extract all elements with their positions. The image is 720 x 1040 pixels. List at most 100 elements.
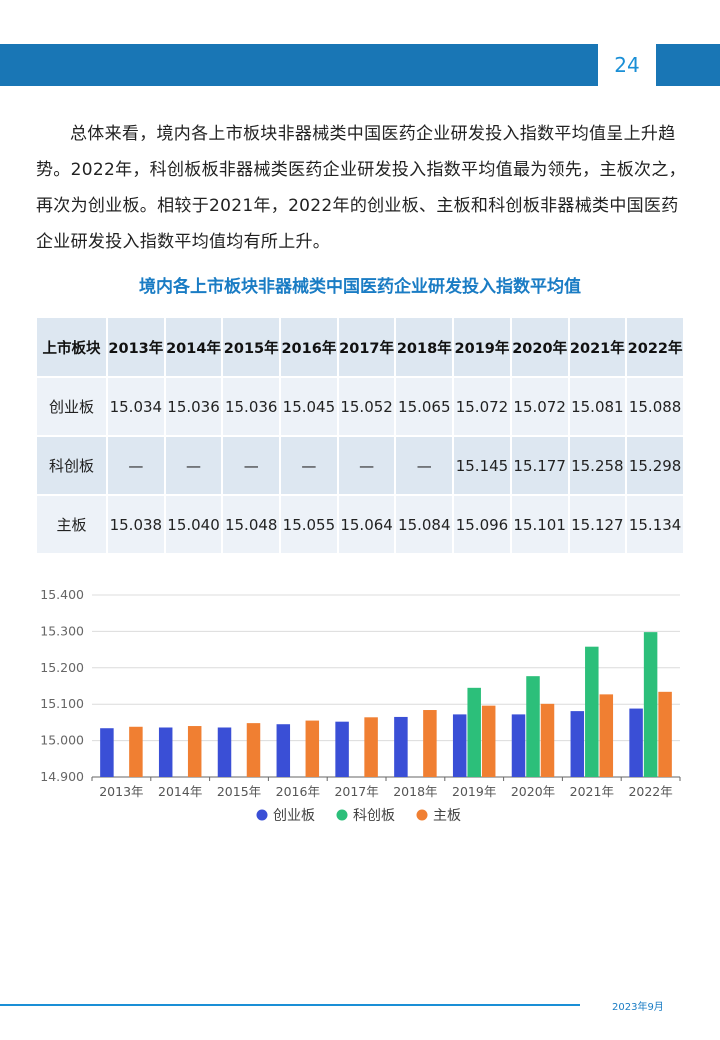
- table-cell: 15.101: [511, 496, 568, 553]
- table-cell: 15.258: [569, 437, 626, 494]
- table-cell: 15.084: [396, 496, 453, 553]
- table-cell: 15.048: [223, 496, 280, 553]
- x-tick-label: 2013年: [99, 784, 143, 799]
- y-tick-label: 15.100: [40, 696, 84, 711]
- table-cell: 创业板: [37, 378, 106, 435]
- header-cell: 2014年: [165, 318, 222, 376]
- page-number: 24: [598, 40, 656, 90]
- table-cell: 15.072: [511, 378, 568, 435]
- table-cell: 15.065: [396, 378, 453, 435]
- bar-0-0: [100, 728, 114, 777]
- legend-marker: [416, 809, 428, 821]
- table-cell: —: [223, 437, 280, 494]
- table-cell: —: [108, 437, 164, 494]
- table-cell: —: [165, 437, 222, 494]
- table-cell: —: [338, 437, 395, 494]
- bar-1-7: [526, 676, 540, 777]
- x-tick-label: 2017年: [334, 784, 378, 799]
- table-row: 科创板 — — — — — — 15.145 15.177 15.258 15.…: [37, 437, 683, 494]
- footer-line: [0, 1004, 580, 1006]
- table-cell: 15.034: [108, 378, 164, 435]
- y-tick-label: 15.300: [40, 623, 84, 638]
- bar-1-8: [585, 646, 599, 777]
- footer-date: 2023年9月: [612, 1002, 664, 1013]
- bar-0-1: [158, 727, 173, 777]
- header-cell: 2018年: [396, 318, 453, 376]
- bar-2-7: [540, 703, 555, 777]
- table-cell: 15.038: [108, 496, 164, 553]
- table-cell: 科创板: [37, 437, 106, 494]
- table-cell: 15.036: [165, 378, 222, 435]
- legend-label: 科创板: [353, 808, 395, 824]
- table-cell: —: [396, 437, 453, 494]
- table-cell: 15.052: [338, 378, 395, 435]
- x-tick-label: 2018年: [393, 784, 437, 799]
- x-tick-label: 2021年: [570, 784, 614, 799]
- bar-1-6: [467, 687, 481, 777]
- legend-marker: [256, 809, 268, 821]
- y-tick-label: 15.200: [40, 660, 84, 675]
- table-cell: 15.134: [627, 496, 683, 553]
- bar-2-5: [423, 710, 437, 777]
- table-cell: 15.036: [223, 378, 280, 435]
- x-tick-label: 2016年: [276, 784, 320, 799]
- table-cell: 15.177: [511, 437, 568, 494]
- table-cell: 15.088: [627, 378, 683, 435]
- table-cell: 15.072: [454, 378, 510, 435]
- bar-2-1: [187, 726, 202, 777]
- bar-2-6: [481, 705, 496, 777]
- table-cell: 15.064: [338, 496, 395, 553]
- table-cell: 15.081: [569, 378, 626, 435]
- header-cell: 2020年: [511, 318, 568, 376]
- table-cell: 15.055: [281, 496, 337, 553]
- table-cell: 15.045: [281, 378, 337, 435]
- bar-0-9: [629, 708, 643, 777]
- legend-marker: [336, 809, 348, 821]
- y-tick-label: 15.400: [40, 587, 84, 602]
- chart-svg: 14.900 15.000 15.100 15.200 15.300 15.400 2013…: [40, 587, 681, 824]
- bar-2-4: [364, 717, 378, 777]
- bar-2-8: [599, 694, 614, 777]
- x-tick-label: 2020年: [511, 784, 555, 799]
- table-cell: 主板: [37, 496, 106, 553]
- header-cell: 2022年: [627, 318, 683, 376]
- x-tick-label: 2015年: [217, 784, 261, 799]
- bar-0-6: [452, 714, 467, 777]
- table-cell: 15.040: [165, 496, 222, 553]
- table-cell: —: [281, 437, 337, 494]
- bar-2-0: [129, 726, 143, 777]
- bar-0-4: [335, 721, 349, 777]
- bar-2-2: [246, 723, 261, 777]
- bar-2-9: [658, 691, 672, 777]
- table-row: 主板 15.038 15.040 15.048 15.055 15.064 15…: [37, 496, 683, 553]
- header-cell: 上市板块: [37, 318, 106, 376]
- bar-chart: 14.900 15.000 15.100 15.200 15.300 15.400 2013…: [0, 578, 720, 840]
- table-cell: 15.298: [627, 437, 683, 494]
- header-cell: 2015年: [223, 318, 280, 376]
- bar-0-8: [570, 711, 585, 777]
- legend-label: 主板: [433, 808, 461, 824]
- table-header-row: 上市板块 2013年 2014年 2015年 2016年 2017年 2018年…: [37, 318, 683, 376]
- bar-0-2: [217, 727, 232, 777]
- legend-label: 创业板: [273, 808, 315, 824]
- y-tick-label: 15.000: [40, 733, 84, 748]
- bar-0-7: [511, 714, 526, 777]
- body-paragraph: 总体来看，境内各上市板块非器械类中国医药企业研发投入指数平均值呈上升趋势。202…: [36, 124, 686, 252]
- table-title: 境内各上市板块非器械类中国医药企业研发投入指数平均值: [139, 277, 581, 297]
- bar-2-3: [305, 720, 320, 777]
- data-table: 上市板块 2013年 2014年 2015年 2016年 2017年 2018年…: [35, 316, 685, 555]
- table-row: 创业板 15.034 15.036 15.036 15.045 15.052 1…: [37, 378, 683, 435]
- bar-0-5: [394, 716, 408, 777]
- header-cell: 2017年: [338, 318, 395, 376]
- header-cell: 2013年: [108, 318, 164, 376]
- header-cell: 2016年: [281, 318, 337, 376]
- header-cell: 2019年: [454, 318, 510, 376]
- x-tick-label: 2022年: [628, 784, 672, 799]
- table-cell: 15.096: [454, 496, 510, 553]
- table-cell: 15.145: [454, 437, 510, 494]
- x-tick-label: 2019年: [452, 784, 496, 799]
- bar-0-3: [276, 724, 291, 777]
- y-tick-label: 14.900: [40, 769, 84, 784]
- header-cell: 2021年: [569, 318, 626, 376]
- bar-1-9: [643, 632, 658, 777]
